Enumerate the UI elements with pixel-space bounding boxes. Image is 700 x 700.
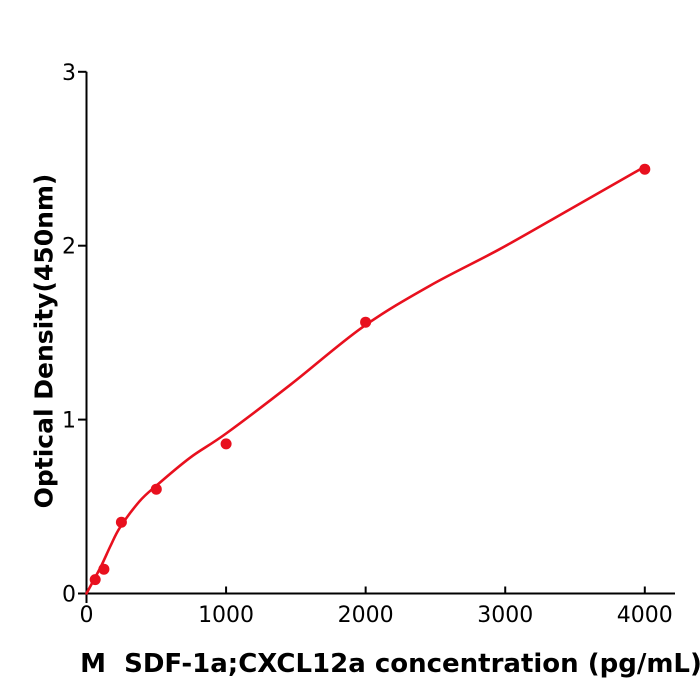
- data-point: [150, 483, 162, 495]
- y-tick-label: 0: [62, 583, 76, 608]
- y-axis-label: Optical Density(450nm): [29, 173, 59, 509]
- data-point: [115, 516, 127, 528]
- data-point: [220, 438, 232, 450]
- data-point: [360, 316, 372, 328]
- x-tick-label: 0: [80, 603, 94, 628]
- y-tick-label: 1: [62, 409, 76, 434]
- data-point: [98, 563, 110, 575]
- x-tick-label: 3000: [477, 603, 533, 628]
- x-tick-label: 1000: [198, 603, 254, 628]
- fitted-curve-line: [85, 166, 645, 595]
- y-tick-label: 3: [62, 61, 76, 86]
- data-point: [639, 163, 651, 175]
- x-tick-label: 4000: [617, 603, 673, 628]
- x-axis-label: M SDF-1a;CXCL12a concentration (pg/mL): [80, 649, 700, 679]
- y-tick-label: 2: [62, 235, 76, 260]
- data-point: [89, 574, 101, 586]
- x-tick-label: 2000: [338, 603, 394, 628]
